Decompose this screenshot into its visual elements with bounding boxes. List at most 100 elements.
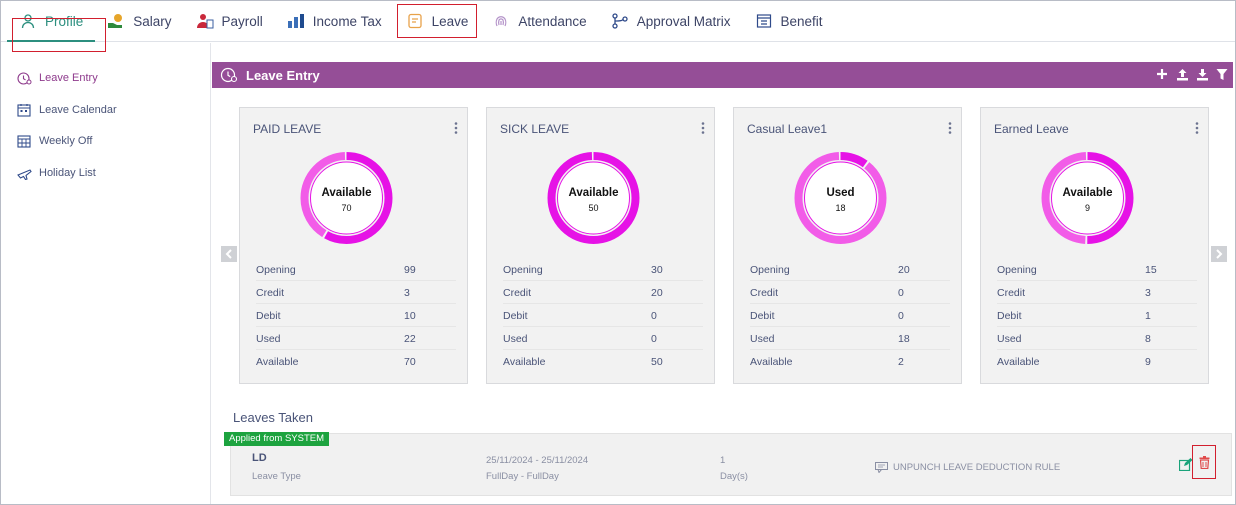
source-badge: Applied from SYSTEM [224, 432, 330, 446]
leave-card: SICK LEAVE Available 50 Opening 30 Credit 20 De… [486, 107, 715, 384]
stat-value: 15 [1145, 264, 1157, 276]
stat-label: Available [503, 356, 546, 368]
donut-center-label: Available [1062, 187, 1112, 199]
donut-remaining-arc [1041, 152, 1134, 244]
stat-label: Opening [750, 264, 790, 276]
leave-rule-text: UNPUNCH LEAVE DEDUCTION RULE [893, 462, 1061, 473]
tab-label: Payroll [221, 13, 263, 29]
flow-icon [611, 12, 629, 30]
stat-value: 30 [651, 264, 663, 276]
stat-label: Used [256, 333, 281, 345]
stat-value: 22 [404, 333, 416, 345]
stat-label: Debit [256, 310, 281, 322]
tab-leave[interactable]: Leave [394, 1, 481, 41]
stat-value: 70 [404, 356, 416, 368]
card-stat-row: Credit 20 [503, 281, 703, 304]
leave-days: 1 [720, 455, 726, 466]
card-title: PAID LEAVE [253, 122, 322, 136]
donut-hole [1051, 161, 1124, 235]
card-title: SICK LEAVE [500, 122, 570, 136]
plane-icon [16, 165, 32, 181]
sidebar-item-leave-entry[interactable]: Leave Entry [16, 68, 98, 88]
leave-icon [406, 12, 424, 30]
tab-label: Profile [45, 13, 84, 29]
kebab-menu-icon[interactable] [700, 121, 706, 135]
sidebar-item-label: Weekly Off [39, 135, 93, 147]
stat-label: Available [997, 356, 1040, 368]
stat-label: Debit [750, 310, 775, 322]
stat-label: Used [750, 333, 775, 345]
card-stat-row: Debit 0 [750, 304, 950, 327]
donut-value-arc [547, 152, 640, 244]
leave-donut-chart: Used 18 [794, 152, 887, 244]
stat-value: 8 [1145, 333, 1151, 345]
stat-value: 18 [898, 333, 910, 345]
stat-label: Debit [503, 310, 528, 322]
edit-button[interactable] [1178, 458, 1193, 472]
leave-code: LD [252, 452, 267, 464]
tab-label: Leave [431, 13, 469, 29]
stat-label: Opening [256, 264, 296, 276]
delete-button[interactable] [1192, 445, 1216, 479]
carousel-prev-button[interactable] [221, 246, 237, 262]
stat-label: Debit [997, 310, 1022, 322]
kebab-menu-icon[interactable] [947, 121, 953, 135]
donut-remaining-arc [794, 152, 887, 244]
donut-center-value: 50 [588, 203, 598, 213]
header-actions [1155, 66, 1229, 82]
stat-value: 99 [404, 264, 416, 276]
card-stat-row: Credit 3 [997, 281, 1197, 304]
leave-dates-caption: FullDay - FullDay [486, 471, 559, 482]
payroll-icon [196, 12, 214, 30]
stat-value: 0 [898, 310, 904, 322]
tab-income-tax[interactable]: Income Tax [275, 1, 394, 41]
message-icon [875, 462, 888, 473]
fingerprint-icon [492, 12, 510, 30]
sidebar-item-leave-calendar[interactable]: Leave Calendar [16, 100, 117, 120]
donut-center-label: Used [826, 187, 854, 199]
chevron-left-icon [225, 249, 232, 259]
stat-value: 9 [1145, 356, 1151, 368]
tab-salary[interactable]: Salary [95, 1, 183, 41]
card-stat-row: Used 8 [997, 327, 1197, 350]
card-stat-row: Available 2 [750, 350, 950, 373]
stat-value: 2 [898, 356, 904, 368]
sidebar [1, 43, 211, 504]
card-stat-row: Credit 0 [750, 281, 950, 304]
leave-donut-chart: Available 9 [1041, 152, 1134, 244]
stat-label: Credit [503, 287, 532, 299]
stat-value: 50 [651, 356, 663, 368]
kebab-menu-icon[interactable] [1194, 121, 1200, 135]
leave-rule: UNPUNCH LEAVE DEDUCTION RULE [875, 462, 1060, 473]
card-stat-row: Used 18 [750, 327, 950, 350]
tab-benefit[interactable]: Benefit [743, 1, 835, 41]
sidebar-item-holiday-list[interactable]: Holiday List [16, 163, 96, 183]
stat-label: Used [997, 333, 1022, 345]
top-nav: Profile Salary Payroll Income Tax Leave … [1, 1, 1235, 42]
download-icon[interactable] [1195, 66, 1209, 82]
leave-card: Earned Leave Available 9 Opening 15 Credit 3 De… [980, 107, 1209, 384]
carousel-next-button[interactable] [1211, 246, 1227, 262]
upload-icon[interactable] [1175, 66, 1189, 82]
income-tax-icon [287, 12, 305, 30]
filter-icon[interactable] [1215, 66, 1229, 82]
donut-remaining-arc [300, 152, 393, 244]
card-title: Earned Leave [994, 122, 1069, 136]
leave-entry-icon [16, 70, 32, 86]
stat-value: 0 [651, 310, 657, 322]
leave-entry-header: Leave Entry [212, 62, 1233, 88]
tab-payroll[interactable]: Payroll [184, 1, 275, 41]
tab-approval-matrix[interactable]: Approval Matrix [599, 1, 743, 41]
stat-value: 0 [651, 333, 657, 345]
plus-icon[interactable] [1155, 66, 1169, 82]
donut-center-label: Available [321, 187, 371, 199]
stat-value: 20 [898, 264, 910, 276]
stat-value: 3 [404, 287, 410, 299]
leave-taken-row[interactable] [230, 433, 1232, 496]
sidebar-item-weekly-off[interactable]: Weekly Off [16, 131, 92, 151]
tab-attendance[interactable]: Attendance [480, 1, 598, 41]
leave-card: PAID LEAVE Available 70 Opening 99 Credit 3 Deb… [239, 107, 468, 384]
leave-days-caption: Day(s) [720, 471, 748, 482]
stat-value: 3 [1145, 287, 1151, 299]
kebab-menu-icon[interactable] [453, 121, 459, 135]
